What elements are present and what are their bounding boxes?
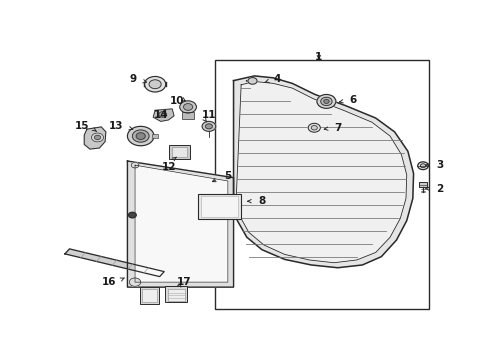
Bar (214, 60, 428, 309)
Bar (197, 194, 241, 219)
Polygon shape (153, 109, 174, 121)
Circle shape (183, 104, 192, 110)
Text: 10: 10 (169, 96, 183, 106)
Circle shape (420, 164, 425, 168)
Polygon shape (135, 165, 227, 282)
Circle shape (131, 162, 139, 168)
Bar (182, 112, 193, 120)
Text: 16: 16 (102, 276, 116, 287)
Circle shape (202, 121, 215, 131)
Polygon shape (127, 161, 233, 287)
Circle shape (136, 133, 145, 139)
Bar (168, 288, 184, 301)
Circle shape (132, 130, 149, 142)
Circle shape (316, 94, 335, 108)
Text: 6: 6 (348, 95, 356, 105)
Bar (172, 148, 187, 157)
Text: 17: 17 (176, 276, 191, 287)
Circle shape (417, 162, 427, 170)
Circle shape (247, 77, 257, 84)
Circle shape (205, 124, 212, 129)
Bar (418, 181, 426, 186)
Text: 14: 14 (154, 110, 168, 120)
Bar (152, 134, 158, 138)
Bar (169, 145, 189, 159)
Circle shape (144, 76, 165, 92)
Circle shape (311, 126, 317, 130)
Circle shape (91, 133, 103, 142)
Text: 11: 11 (201, 110, 215, 120)
Text: 12: 12 (162, 162, 176, 172)
Text: 15: 15 (75, 121, 89, 131)
Text: 1: 1 (315, 51, 322, 62)
Text: 7: 7 (333, 123, 341, 133)
Bar (165, 286, 187, 302)
Circle shape (159, 112, 166, 117)
Text: 4: 4 (273, 74, 280, 84)
Circle shape (128, 212, 136, 218)
Bar (142, 288, 156, 302)
Circle shape (320, 97, 331, 105)
Text: 9: 9 (129, 74, 137, 84)
Bar (200, 196, 238, 217)
Polygon shape (236, 81, 406, 263)
Text: 2: 2 (435, 184, 443, 194)
Circle shape (323, 99, 328, 103)
Circle shape (129, 278, 141, 286)
Circle shape (127, 126, 154, 146)
Circle shape (180, 101, 196, 113)
Polygon shape (84, 127, 105, 149)
Circle shape (94, 135, 101, 140)
Circle shape (307, 123, 320, 132)
Text: 5: 5 (224, 171, 231, 181)
Text: 8: 8 (258, 196, 265, 206)
Polygon shape (65, 249, 164, 276)
Text: 3: 3 (435, 160, 443, 170)
Text: 13: 13 (109, 121, 123, 131)
Polygon shape (233, 76, 413, 268)
Bar (140, 287, 159, 304)
Circle shape (149, 80, 161, 89)
